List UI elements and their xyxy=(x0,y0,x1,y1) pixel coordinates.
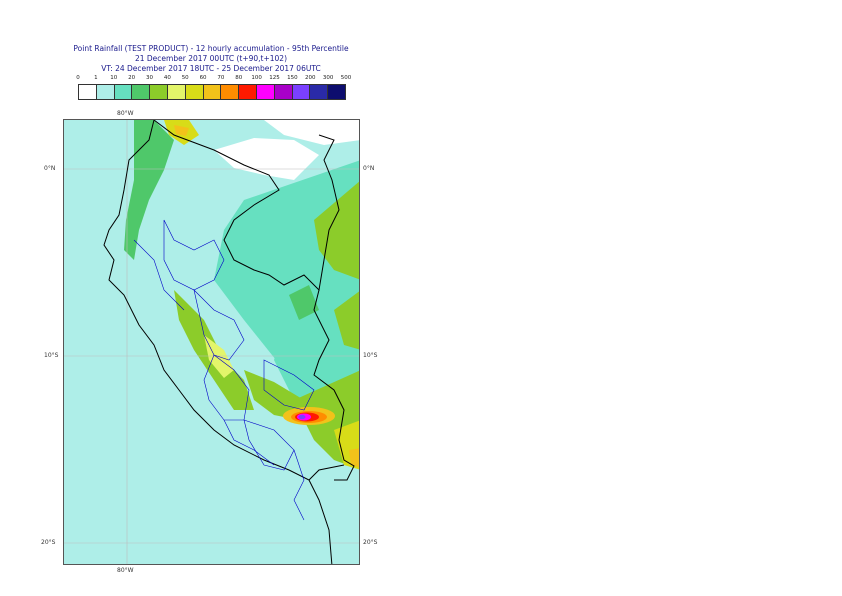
colorbar-swatch xyxy=(185,85,204,99)
colorbar-tick-label: 70 xyxy=(217,75,225,81)
colorbar-swatch xyxy=(114,85,133,99)
lat-label-left-20: 20°S xyxy=(41,539,56,546)
colorbar-tick-label: 20 xyxy=(128,75,136,81)
map-title: Point Rainfall (TEST PRODUCT) - 12 hourl… xyxy=(73,44,349,53)
lat-label-left-0: 0°N xyxy=(44,165,56,172)
colorbar-tick-label: 500 xyxy=(340,75,352,81)
colorbar-swatch xyxy=(292,85,311,99)
map-canvas xyxy=(64,120,359,564)
lon-label-bottom: 80°W xyxy=(117,567,134,574)
colorbar-swatch xyxy=(328,85,345,99)
colorbar-tick-label: 30 xyxy=(145,75,153,81)
colorbar-swatch xyxy=(239,85,257,99)
colorbar-tick-label: 50 xyxy=(181,75,189,81)
colorbar-tick-label: 10 xyxy=(110,75,118,81)
colorbar-tick-label: 300 xyxy=(322,75,334,81)
rainfall-colorbar xyxy=(78,84,346,100)
lat-label-right-10: 10°S xyxy=(363,352,378,359)
lon-label-top: 80°W xyxy=(117,110,134,117)
colorbar-tick-label: 1 xyxy=(94,75,98,81)
colorbar-swatch xyxy=(167,85,186,99)
colorbar-swatch xyxy=(96,85,115,99)
graticule xyxy=(64,120,359,564)
colorbar-tick-label: 0 xyxy=(76,75,80,81)
model-run-subtitle: 21 December 2017 00UTC (t+90,t+102) xyxy=(134,54,287,63)
colorbar-swatch xyxy=(132,85,151,99)
colorbar-swatch xyxy=(79,85,97,99)
dry-area xyxy=(214,138,319,180)
lat-label-left-10: 10°S xyxy=(44,352,59,359)
colorbar-tick-label: 125 xyxy=(269,75,280,81)
colorbar-tick-label: 150 xyxy=(287,75,298,81)
validity-time-subtitle: VT: 24 December 2017 18UTC - 25 December… xyxy=(101,64,321,73)
colorbar-swatch xyxy=(203,85,222,99)
rainfall-map xyxy=(63,119,360,565)
lat-label-right-20: 20°S xyxy=(363,539,378,546)
colorbar-tick-label: 80 xyxy=(235,75,243,81)
colorbar-swatch xyxy=(150,85,168,99)
colorbar-swatch xyxy=(256,85,275,99)
country-borders xyxy=(103,120,355,564)
colorbar-tick-label: 200 xyxy=(305,75,316,81)
colorbar-swatch xyxy=(221,85,240,99)
colorbar-tick-label: 40 xyxy=(163,75,171,81)
colorbar-tick-label: 60 xyxy=(199,75,207,81)
regional-borders xyxy=(133,219,315,521)
lat-label-right-0: 0°N xyxy=(363,165,375,172)
colorbar-swatch xyxy=(310,85,329,99)
colorbar-swatch xyxy=(274,85,293,99)
colorbar-tick-label: 100 xyxy=(251,75,262,81)
